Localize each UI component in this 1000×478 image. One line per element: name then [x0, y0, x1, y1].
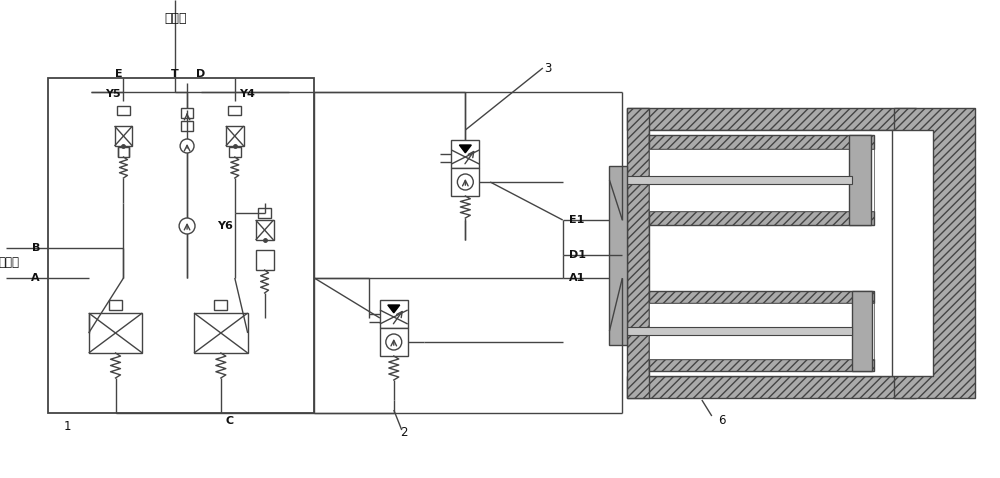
Bar: [649, 130, 894, 376]
Bar: [228, 106, 241, 115]
Circle shape: [386, 334, 402, 350]
Bar: [622, 327, 852, 335]
Bar: [115, 126, 132, 146]
Bar: [627, 108, 916, 130]
Text: D: D: [196, 69, 206, 79]
Bar: [194, 313, 248, 353]
Bar: [181, 108, 193, 118]
Bar: [451, 140, 479, 168]
Bar: [214, 300, 227, 310]
Polygon shape: [459, 145, 471, 153]
Text: Y5: Y5: [105, 89, 120, 99]
Bar: [258, 208, 271, 218]
Text: B: B: [32, 243, 40, 253]
Text: C: C: [226, 416, 234, 426]
Bar: [89, 313, 142, 353]
Polygon shape: [388, 305, 400, 313]
Bar: [649, 303, 874, 359]
Bar: [609, 166, 627, 345]
Bar: [649, 211, 874, 225]
Bar: [852, 291, 872, 371]
Circle shape: [180, 139, 194, 153]
Text: Y4: Y4: [239, 89, 255, 99]
Text: Y6: Y6: [217, 221, 233, 231]
Text: 2: 2: [400, 425, 407, 438]
Text: 主油路: 主油路: [0, 257, 19, 270]
Bar: [627, 108, 649, 398]
Text: E: E: [115, 69, 122, 79]
Text: 6: 6: [718, 413, 725, 426]
Bar: [649, 135, 874, 149]
Text: D1: D1: [569, 250, 586, 260]
Bar: [622, 176, 852, 184]
Bar: [117, 106, 130, 115]
Bar: [256, 220, 274, 240]
Bar: [109, 300, 122, 310]
Bar: [894, 108, 975, 398]
Bar: [649, 359, 874, 371]
Bar: [256, 250, 274, 270]
Bar: [649, 291, 874, 303]
Bar: [118, 147, 129, 157]
Circle shape: [457, 174, 473, 190]
Bar: [380, 328, 408, 356]
Bar: [181, 121, 193, 131]
Bar: [48, 78, 314, 413]
Circle shape: [179, 218, 195, 234]
Bar: [627, 376, 916, 398]
Text: A1: A1: [569, 273, 585, 283]
Bar: [451, 168, 479, 196]
Bar: [229, 147, 241, 157]
Bar: [892, 130, 933, 376]
Bar: [849, 135, 871, 225]
Text: 回油路: 回油路: [164, 11, 186, 24]
Text: 1: 1: [64, 420, 72, 433]
Text: E1: E1: [569, 215, 584, 225]
Text: A: A: [31, 273, 40, 283]
Text: T: T: [171, 69, 179, 79]
Bar: [649, 149, 874, 211]
Bar: [226, 126, 244, 146]
Text: 3: 3: [544, 62, 552, 75]
Bar: [380, 300, 408, 328]
